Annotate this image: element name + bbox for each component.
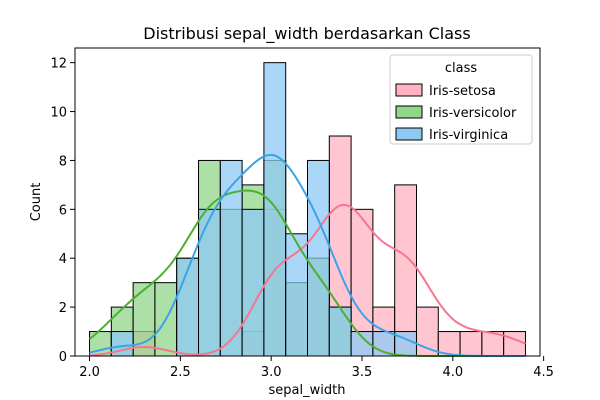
chart-title: Distribusi sepal_width berdasarkan Class [143,24,470,44]
histogram-bar [328,306,352,357]
legend-swatch [395,127,423,141]
x-tick-label: 4.5 [533,365,554,380]
kde-line [89,153,526,357]
x-tick-label: 3.0 [261,365,282,380]
plot-area [88,62,526,357]
legend-box [389,54,533,145]
y-axis: 0 2 4 6 8 10 12 [50,57,75,365]
legend-entry-label: Iris-setosa [429,84,496,99]
series-iris-virginica-bars [110,62,417,357]
histogram-bar [503,331,526,357]
y-tick-label: 10 [50,106,67,121]
histogram-bar [176,257,200,357]
y-tick-label: 4 [59,252,67,267]
legend-title: class [445,61,477,76]
legend-swatch [395,105,423,119]
y-tick-label: 8 [59,154,67,169]
x-axis: 2.0 2.5 3.0 3.5 4.0 4.5 [79,356,554,380]
x-axis-label: sepal_width [269,383,346,398]
x-tick-label: 2.0 [79,365,100,380]
histogram-bar [219,159,243,357]
y-axis-label: Count [29,183,44,222]
x-tick-label: 4.0 [442,365,463,380]
histogram-bar [459,331,483,357]
y-tick-label: 12 [50,57,67,72]
histogram-bar [307,159,330,357]
histogram-bar [263,62,287,357]
y-tick-label: 6 [59,203,67,218]
x-tick-label: 2.5 [170,365,191,380]
histogram-bar [394,184,417,357]
histogram-bar [198,208,221,357]
histogram-bar [241,208,265,357]
kde-line [89,203,526,357]
legend-entry-label: Iris-virginica [429,128,508,143]
legend: class Iris-setosa Iris-versicolor Iris-vir… [389,54,533,145]
x-tick-label: 3.5 [352,365,373,380]
plot-frame [74,47,541,357]
legend-entry-label: Iris-versicolor [429,106,517,121]
y-tick-label: 0 [59,350,67,365]
legend-swatch [395,83,423,97]
y-tick-label: 2 [59,301,67,316]
